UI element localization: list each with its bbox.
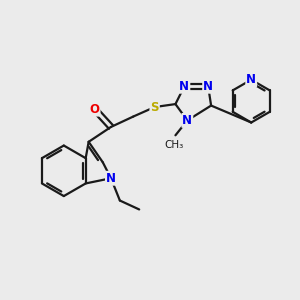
Text: N: N [246,73,256,86]
Text: N: N [182,114,192,127]
Text: CH₃: CH₃ [164,140,184,150]
Text: N: N [179,80,189,93]
Text: N: N [203,80,213,93]
Text: O: O [90,103,100,116]
Text: N: N [106,172,116,185]
Text: S: S [150,100,159,114]
